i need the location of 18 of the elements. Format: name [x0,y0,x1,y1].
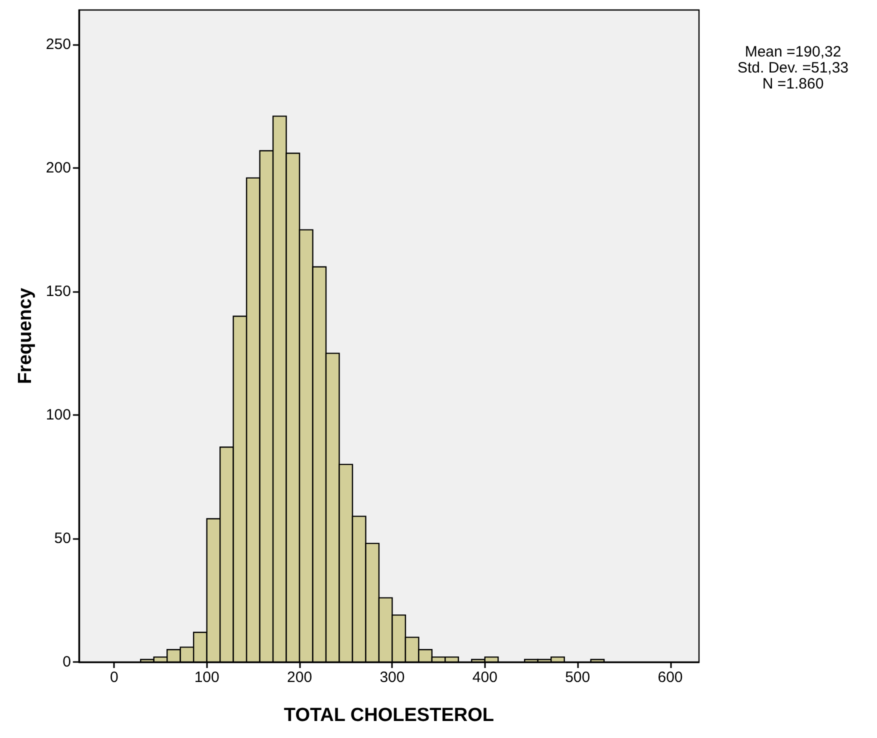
y-tick-label: 0 [62,654,71,670]
y-tick-label: 100 [46,406,71,424]
y-tick-label: 250 [46,36,71,54]
x-tick-label: 400 [472,669,498,686]
text: N =1.860 [762,76,824,92]
y-tick-label: 200 [46,160,71,177]
x-tick-label: 500 [565,669,590,686]
x-tick-label: 100 [194,669,220,686]
x-tick-label: 200 [287,669,312,686]
text: Std. Dev. =51,33 [737,60,849,76]
x-tick-label: 600 [658,669,683,686]
x-tick-label: 300 [380,669,405,686]
x-axis-title: TOTAL CHOLESTEROL [284,705,494,726]
y-axis-title: Frequency [15,288,36,384]
text: Mean =190,32 [744,44,842,60]
y-tick-label: 50 [54,530,71,548]
y-tick-label: 150 [46,283,71,300]
x-tick-label: 0 [110,669,118,686]
